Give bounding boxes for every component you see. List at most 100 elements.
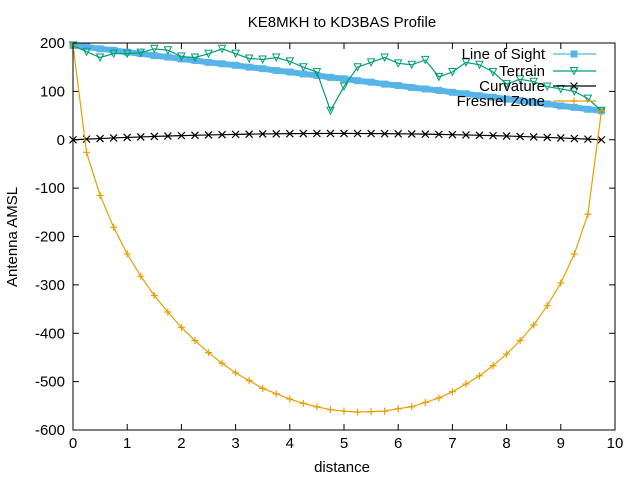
fresnel-zone-point [205, 349, 212, 357]
line-of-sight-line [72, 42, 602, 114]
line-of-sight-point [137, 50, 145, 58]
line-of-sight-point [286, 68, 294, 76]
terrain-point [285, 57, 295, 67]
line-of-sight-point [354, 77, 362, 85]
terrain-point [244, 54, 254, 64]
fresnel-zone-point [218, 359, 226, 367]
curvature-point [489, 131, 497, 140]
plot-frame [72, 42, 616, 431]
series-curvature [69, 129, 606, 144]
terrain-line [72, 44, 602, 113]
x-tick-label: 0 [69, 435, 77, 452]
x-tick-label: 10 [607, 435, 624, 452]
fresnel-zone-point [516, 337, 524, 345]
line-of-sight-point [326, 73, 334, 81]
curvature-point [218, 130, 226, 139]
x-tick-label: 6 [394, 435, 402, 452]
terrain-point [177, 52, 186, 62]
line-of-sight-point [435, 86, 443, 94]
terrain-point [570, 87, 579, 96]
terrain-point [82, 47, 91, 57]
curvature-point [258, 130, 267, 138]
legend-label-line-of-sight: Line of Sight [462, 46, 546, 63]
y-tick-label: -200 [35, 229, 65, 246]
legend-marker-terrain [569, 67, 579, 76]
line-of-sight-point [150, 52, 158, 60]
fresnel-zone-point [476, 372, 483, 380]
line-of-sight-point [367, 78, 375, 86]
x-tick-label: 5 [340, 435, 348, 452]
terrain-point [163, 46, 173, 55]
line-of-sight-point [245, 63, 253, 71]
fresnel-zone-point [530, 321, 538, 329]
terrain-point [339, 82, 349, 92]
x-tick-label: 9 [557, 435, 565, 452]
curvature-point [448, 130, 457, 139]
fresnel-zone-point [191, 337, 199, 345]
terrain-point [190, 53, 200, 63]
line-of-sight-point [530, 99, 538, 107]
fresnel-zone-point [259, 384, 267, 392]
line-of-sight-point [516, 97, 524, 105]
fresnel-zone-point [340, 407, 348, 415]
curvature-point [556, 134, 565, 142]
terrain-point [149, 44, 159, 54]
curvature-point [326, 129, 335, 138]
y-tick-label: -300 [35, 277, 65, 294]
terrain-point [204, 49, 213, 59]
y-tick-label: 200 [40, 35, 65, 52]
curvature-point [434, 130, 443, 139]
terrain-point [271, 53, 281, 63]
fresnel-zone-point [245, 377, 253, 385]
curvature-point [367, 129, 376, 138]
fresnel-zone-point [570, 250, 578, 258]
x-tick-label: 7 [448, 435, 456, 452]
fresnel-zone-point [462, 380, 470, 388]
curvature-point [177, 131, 186, 140]
line-of-sight-point [123, 48, 131, 56]
fresnel-zone-line [72, 45, 603, 413]
line-of-sight-point [299, 70, 307, 78]
curvature-point [204, 131, 213, 139]
terrain-point [95, 53, 105, 63]
line-of-sight-point [340, 75, 348, 83]
curvature-line [72, 132, 602, 141]
curvature-point [516, 132, 525, 141]
line-of-sight-point [259, 65, 267, 73]
terrain-point [258, 55, 268, 65]
terrain-point [231, 49, 240, 59]
x-tick-label: 2 [177, 435, 185, 452]
terrain-point [217, 44, 227, 54]
line-of-sight-point [570, 103, 578, 111]
fresnel-zone-point [150, 292, 158, 300]
legend-label-curvature: Curvature [479, 78, 545, 95]
x-tick-label: 8 [502, 435, 510, 452]
fresnel-zone-point [543, 302, 551, 310]
y-tick-label: -500 [35, 374, 65, 391]
fresnel-zone-point [137, 272, 145, 280]
terrain-point [420, 55, 430, 65]
curvature-point [191, 131, 199, 140]
curvature-point [353, 129, 362, 138]
terrain-point [488, 68, 498, 77]
x-axis-label: distance [314, 459, 370, 476]
fresnel-zone-point [435, 394, 443, 402]
fresnel-zone-point [584, 210, 592, 218]
fresnel-zone-point [326, 406, 334, 414]
curvature-point [312, 129, 321, 138]
line-of-sight-point [476, 92, 483, 100]
fresnel-zone-point [232, 369, 240, 377]
fresnel-zone-point [286, 395, 294, 403]
line-of-sight-point [232, 61, 240, 69]
curvature-point [231, 130, 240, 139]
fresnel-zone-point [110, 223, 118, 231]
terrain-point [475, 60, 484, 70]
terrain-point [461, 58, 471, 67]
curvature-point [109, 134, 118, 142]
fresnel-zone-point [381, 407, 389, 415]
fresnel-zone-point [408, 403, 416, 411]
curvature-point [475, 131, 484, 140]
curvature-point [421, 130, 430, 139]
fresnel-zone-point [83, 148, 91, 156]
curvature-point [529, 133, 538, 141]
